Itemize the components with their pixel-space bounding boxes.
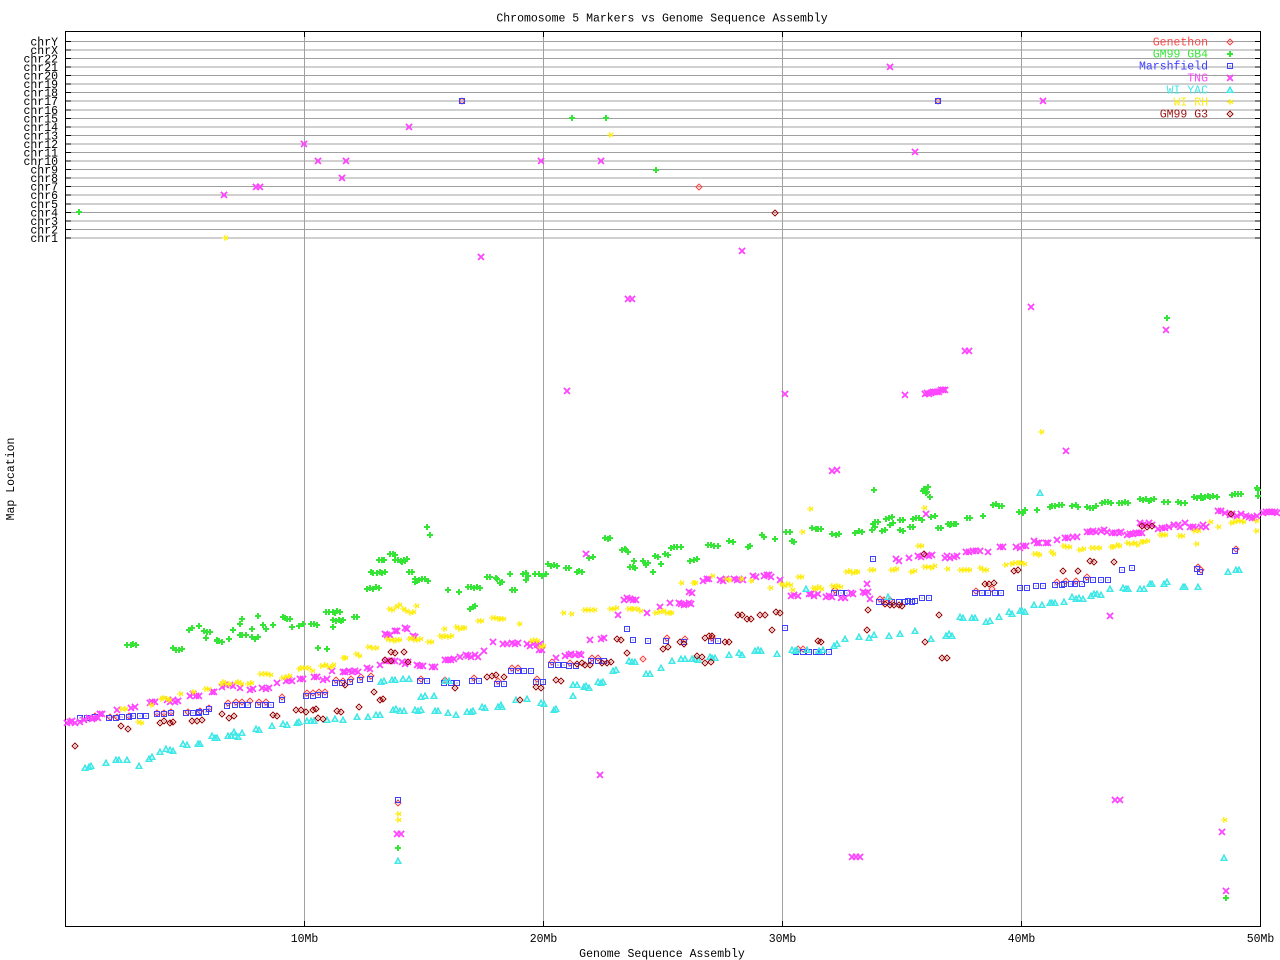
svg-text:chr9: chr9 xyxy=(30,165,58,178)
svg-text:chr15: chr15 xyxy=(23,113,58,126)
svg-text:WI YAC: WI YAC xyxy=(1167,85,1209,98)
svg-text:Chromosome 5 Markers vs Genome: Chromosome 5 Markers vs Genome Sequence … xyxy=(496,13,827,26)
svg-text:chr8: chr8 xyxy=(30,173,58,186)
svg-text:Map Location: Map Location xyxy=(5,438,18,521)
svg-text:GM99 GB4: GM99 GB4 xyxy=(1153,49,1208,62)
svg-text:Genethon: Genethon xyxy=(1153,37,1208,50)
svg-text:chr11: chr11 xyxy=(23,148,58,161)
svg-text:10Mb: 10Mb xyxy=(291,933,319,946)
svg-text:chrX: chrX xyxy=(30,45,58,58)
svg-text:Marshfield: Marshfield xyxy=(1139,61,1208,74)
svg-text:chr2: chr2 xyxy=(30,224,58,237)
svg-text:chr18: chr18 xyxy=(23,88,58,101)
svg-text:chr19: chr19 xyxy=(23,79,58,92)
svg-text:chr5: chr5 xyxy=(30,199,58,212)
svg-text:chr3: chr3 xyxy=(30,216,58,229)
svg-text:chr13: chr13 xyxy=(23,130,58,143)
svg-text:50Mb: 50Mb xyxy=(1247,933,1275,946)
svg-text:chr20: chr20 xyxy=(23,71,58,84)
svg-text:WI RH: WI RH xyxy=(1173,97,1208,110)
svg-text:chrY: chrY xyxy=(30,36,58,49)
svg-text:chr22: chr22 xyxy=(23,53,58,66)
svg-text:chr16: chr16 xyxy=(23,105,58,118)
svg-text:30Mb: 30Mb xyxy=(769,933,797,946)
svg-text:chr21: chr21 xyxy=(23,62,58,75)
svg-text:chr12: chr12 xyxy=(23,139,58,152)
svg-text:20Mb: 20Mb xyxy=(530,933,558,946)
svg-text:TNG: TNG xyxy=(1187,73,1208,86)
svg-text:GM99 G3: GM99 G3 xyxy=(1160,109,1208,122)
svg-text:chr17: chr17 xyxy=(23,96,58,109)
svg-text:chr6: chr6 xyxy=(30,190,58,203)
svg-text:40Mb: 40Mb xyxy=(1008,933,1036,946)
svg-text:chr10: chr10 xyxy=(23,156,58,169)
svg-text:chr4: chr4 xyxy=(30,207,58,220)
svg-text:Genome Sequence Assembly: Genome Sequence Assembly xyxy=(579,948,745,960)
svg-text:chr7: chr7 xyxy=(30,182,58,195)
svg-text:chr14: chr14 xyxy=(23,122,58,135)
svg-text:chr1: chr1 xyxy=(30,233,58,246)
